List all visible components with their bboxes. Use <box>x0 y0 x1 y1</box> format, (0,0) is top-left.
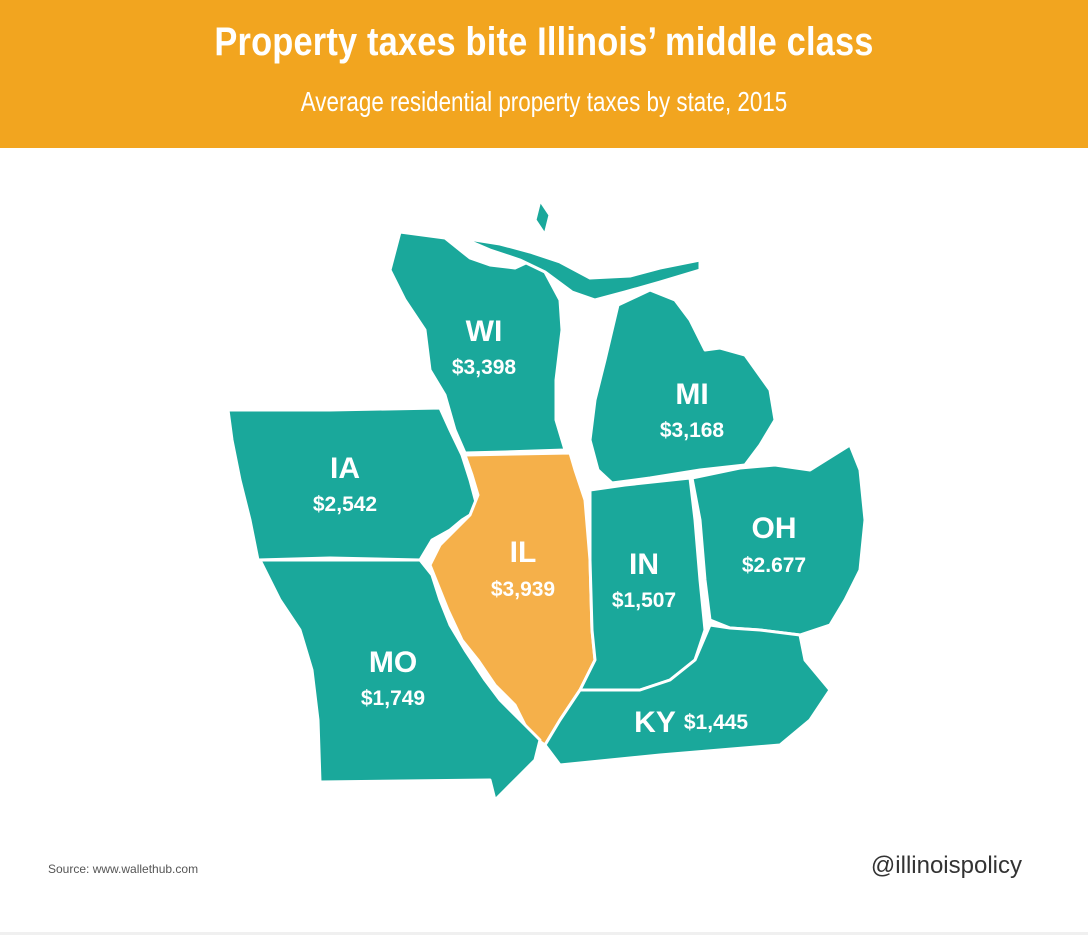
wi-code: WI <box>466 315 503 348</box>
il-value: $3,939 <box>491 578 555 601</box>
state-mi-upper <box>460 236 702 302</box>
bottom-divider <box>0 932 1088 935</box>
ia-code: IA <box>330 452 360 485</box>
in-code: IN <box>629 548 659 581</box>
state-wi <box>388 230 567 455</box>
state-mi <box>588 288 777 485</box>
state-ia <box>226 406 480 562</box>
oh-value: $2.677 <box>742 554 806 577</box>
page-title: Property taxes bite Illinois’ middle cla… <box>214 20 874 64</box>
state-mo <box>258 558 542 802</box>
source-credit: Source: www.wallethub.com <box>48 862 199 876</box>
ia-value: $2,542 <box>313 493 377 516</box>
state-ky <box>543 623 832 767</box>
ky-value: $1,445 <box>684 711 749 734</box>
midwest-map: WI $3,398 MI $3,168 IA $2,542 IL $3,939 … <box>226 198 867 802</box>
mi-value: $3,168 <box>660 419 725 442</box>
mo-code: MO <box>369 646 417 679</box>
state-in <box>578 476 707 692</box>
mi-code: MI <box>675 378 708 411</box>
in-value: $1,507 <box>612 589 676 612</box>
oh-code: OH <box>752 512 797 545</box>
state-oh <box>690 443 867 637</box>
header-banner: Property taxes bite Illinois’ middle cla… <box>0 0 1088 148</box>
ky-code: KY <box>634 706 676 739</box>
mo-value: $1,749 <box>361 687 425 710</box>
state-wi-door <box>533 198 552 237</box>
social-handle: @illinoispolicy <box>870 852 1022 879</box>
il-code: IL <box>510 536 537 569</box>
wi-value: $3,398 <box>452 356 517 379</box>
page-subtitle: Average residential property taxes by st… <box>300 86 788 117</box>
